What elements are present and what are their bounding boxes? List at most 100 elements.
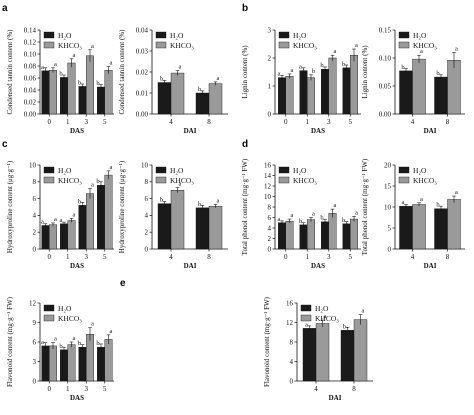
significance-letter: a (355, 42, 358, 49)
significance-letter: a (54, 216, 57, 223)
x-tick-label: 4 (411, 253, 415, 261)
legend-label: H₂O (293, 31, 307, 40)
significance-letter: a (54, 61, 57, 68)
bar-khco3 (285, 220, 294, 250)
y-tick-label: 0.03 (136, 47, 149, 55)
bar-h2o (278, 77, 286, 115)
chart-7: 0 5 10 15 20 Total phenol content (mg·g⁻¹ FW)… (361, 158, 465, 270)
y-tick-label: 10 (141, 161, 149, 169)
significance-letter: a (291, 212, 294, 219)
bar-h2o (60, 77, 68, 115)
bar-khco3 (328, 57, 337, 115)
x-tick-label: 5 (103, 118, 107, 126)
significance-letter: a (179, 181, 182, 188)
y-tick-label: 0.04 (24, 86, 37, 94)
y-axis-label: Hydroxyproline content (μg·g⁻¹) (118, 160, 126, 253)
significance-letter: b (436, 202, 439, 209)
y-axis-label: Total phenol content (mg·g⁻¹ FW) (241, 158, 249, 255)
y-tick-label: 0.00 (379, 110, 392, 118)
significance-letter: a (217, 197, 220, 204)
y-tick-label: 10 (384, 203, 392, 211)
legend-label: KHCO₃ (58, 314, 82, 323)
x-axis-label: DAS (311, 262, 325, 270)
x-tick-label: 8 (207, 118, 211, 126)
significance-letter: a (60, 217, 63, 224)
significance-letter: a (179, 64, 182, 71)
x-tick-label: 5 (103, 385, 107, 393)
bar-h2o (321, 221, 329, 250)
x-axis-label: DAI (184, 262, 197, 270)
significance-letter: a (291, 67, 294, 74)
bar-khco3 (49, 224, 57, 250)
legend-label: KHCO₃ (170, 176, 194, 185)
y-tick-label: 8 (33, 178, 37, 186)
y-tick-label: 6 (33, 195, 37, 203)
y-axis-label: Condensed tannin content (%) (118, 29, 126, 115)
significance-letter: a (73, 335, 76, 342)
significance-letter: b (78, 79, 81, 86)
x-axis-label: DAI (424, 127, 437, 135)
legend-swatch (300, 314, 312, 322)
significance-letter: a (355, 209, 358, 216)
legend-label: KHCO₃ (170, 41, 194, 50)
significance-letter: a (299, 64, 302, 71)
significance-letter: b (160, 197, 163, 204)
bar-khco3 (208, 205, 223, 250)
bar-h2o (157, 82, 172, 115)
y-tick-label: 12 (264, 182, 272, 190)
y-tick-label: 4 (268, 224, 272, 232)
y-tick-label: 6 (268, 214, 272, 222)
bar-h2o (41, 345, 50, 382)
legend-label: KHCO₃ (293, 41, 317, 50)
x-tick-label: 3 (327, 118, 331, 126)
significance-letter: a (455, 189, 458, 196)
legend-label: KHCO₃ (58, 41, 82, 50)
significance-letter: a (402, 199, 405, 206)
bar-khco3 (49, 69, 57, 115)
bar-h2o (195, 207, 210, 250)
bar-khco3 (285, 75, 294, 115)
significance-letter: b (342, 217, 345, 224)
bar-h2o (195, 92, 210, 115)
bar-khco3 (86, 55, 94, 115)
x-tick-label: 8 (446, 118, 450, 126)
bar-khco3 (447, 199, 461, 250)
significance-letter: b (320, 215, 323, 222)
legend-swatch (278, 31, 290, 39)
significance-letter: b (78, 198, 81, 205)
bar-h2o (299, 224, 308, 250)
bar-khco3 (412, 204, 426, 250)
y-tick-label: 0.10 (379, 54, 392, 62)
significance-letter: b (96, 80, 99, 87)
significance-letter: b (96, 340, 99, 347)
x-tick-label: 4 (314, 385, 318, 393)
y-tick-label: 0.01 (136, 89, 149, 97)
significance-letter: a (455, 45, 458, 52)
bar-h2o (321, 68, 329, 115)
bar-h2o (97, 184, 105, 250)
chart-9: 0 4 8 12 16 Flavonoid content (mg·g⁻¹ FW) 4 a a 8… (263, 296, 373, 402)
y-tick-label: 0 (268, 245, 272, 253)
significance-letter: a (110, 60, 113, 67)
y-tick-label: 3 (268, 26, 272, 34)
significance-letter: a (278, 216, 281, 223)
y-axis-label: Condensed tannin content (%) (6, 29, 14, 115)
legend-label: H₂O (293, 166, 307, 175)
y-tick-label: 0.02 (24, 98, 37, 106)
chart-4: 0 2 4 6 8 10 Hydroxyproline content (μg·g⁻¹) 0 a… (6, 160, 114, 270)
significance-letter: a (334, 48, 337, 55)
panel-letter-e: e (120, 278, 126, 289)
chart-5: 0 2 4 6 8 10 Hydroxyproline content (μg·g⁻¹) 4 b… (118, 160, 228, 270)
legend-label: H₂O (58, 31, 72, 40)
y-tick-label: 3 (33, 358, 37, 366)
significance-letter: b (198, 86, 201, 93)
x-tick-label: 3 (85, 385, 89, 393)
bar-h2o (60, 223, 68, 250)
legend-swatch (398, 31, 410, 39)
x-tick-label: 0 (284, 253, 288, 261)
y-tick-label: 2 (268, 54, 272, 62)
x-tick-label: 0 (284, 118, 288, 126)
bar-h2o (399, 205, 413, 250)
bar-khco3 (307, 219, 315, 250)
